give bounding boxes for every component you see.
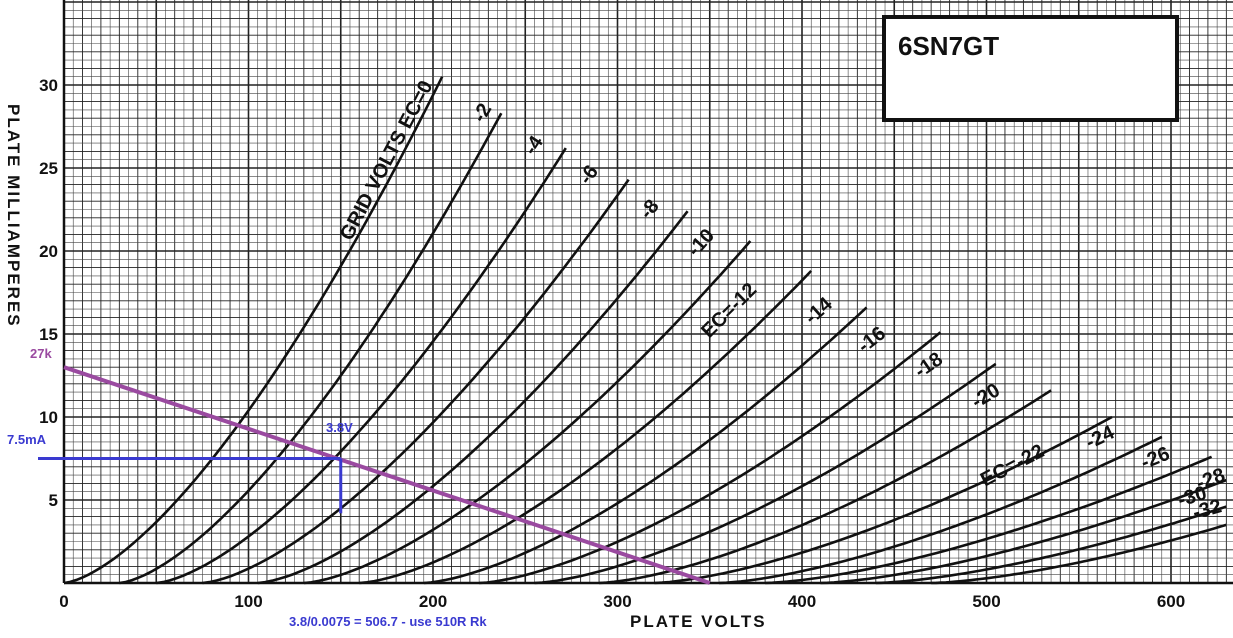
curve-16 (875, 505, 1227, 585)
curve-12 (654, 415, 1113, 585)
load-line-label: 27k (30, 346, 52, 361)
y-axis-title: PLATE MILLIAMPERES (4, 104, 23, 328)
x-tick-label: 600 (1157, 592, 1185, 611)
y-tick-label: 15 (39, 325, 58, 344)
curve-15 (820, 478, 1227, 585)
curve-13 (718, 435, 1163, 585)
tick-labels: 0 100 200 300 400 500 600 5 10 15 20 25 30 (39, 76, 1185, 611)
curve-7 (359, 269, 813, 585)
title-box (882, 15, 1179, 122)
y-tick-label: 25 (39, 159, 58, 178)
curve-8 (423, 306, 868, 585)
y-tick-label: 30 (39, 76, 58, 95)
curve-6 (303, 240, 752, 585)
annotations (38, 365, 711, 585)
curve-4 (202, 178, 630, 585)
y-tick-label: 5 (49, 491, 58, 510)
y-tick-label: 10 (39, 408, 58, 427)
curve-1 (63, 76, 444, 585)
chart-title: 6SN7GT (898, 31, 999, 61)
calc-note: 3.8/0.0075 = 506.7 - use 510R Rk (289, 614, 487, 629)
op-point-label: 3.8V (326, 420, 353, 435)
curve-3 (156, 147, 567, 585)
x-axis-title: PLATE VOLTS (630, 612, 767, 631)
curve-17 (931, 523, 1227, 585)
x-tick-label: 300 (603, 592, 631, 611)
x-tick-label: 500 (972, 592, 1000, 611)
x-tick-label: 100 (234, 592, 262, 611)
x-tick-label: 0 (59, 592, 68, 611)
curve-10 (534, 362, 997, 585)
current-label: 7.5mA (7, 432, 47, 447)
x-tick-label: 400 (788, 592, 816, 611)
curve-2 (119, 112, 503, 585)
x-tick-label: 200 (419, 592, 447, 611)
curve-5 (257, 210, 689, 585)
curve-14 (765, 455, 1213, 585)
curve-9 (479, 331, 942, 585)
load-line (63, 365, 711, 585)
y-tick-label: 20 (39, 242, 58, 261)
